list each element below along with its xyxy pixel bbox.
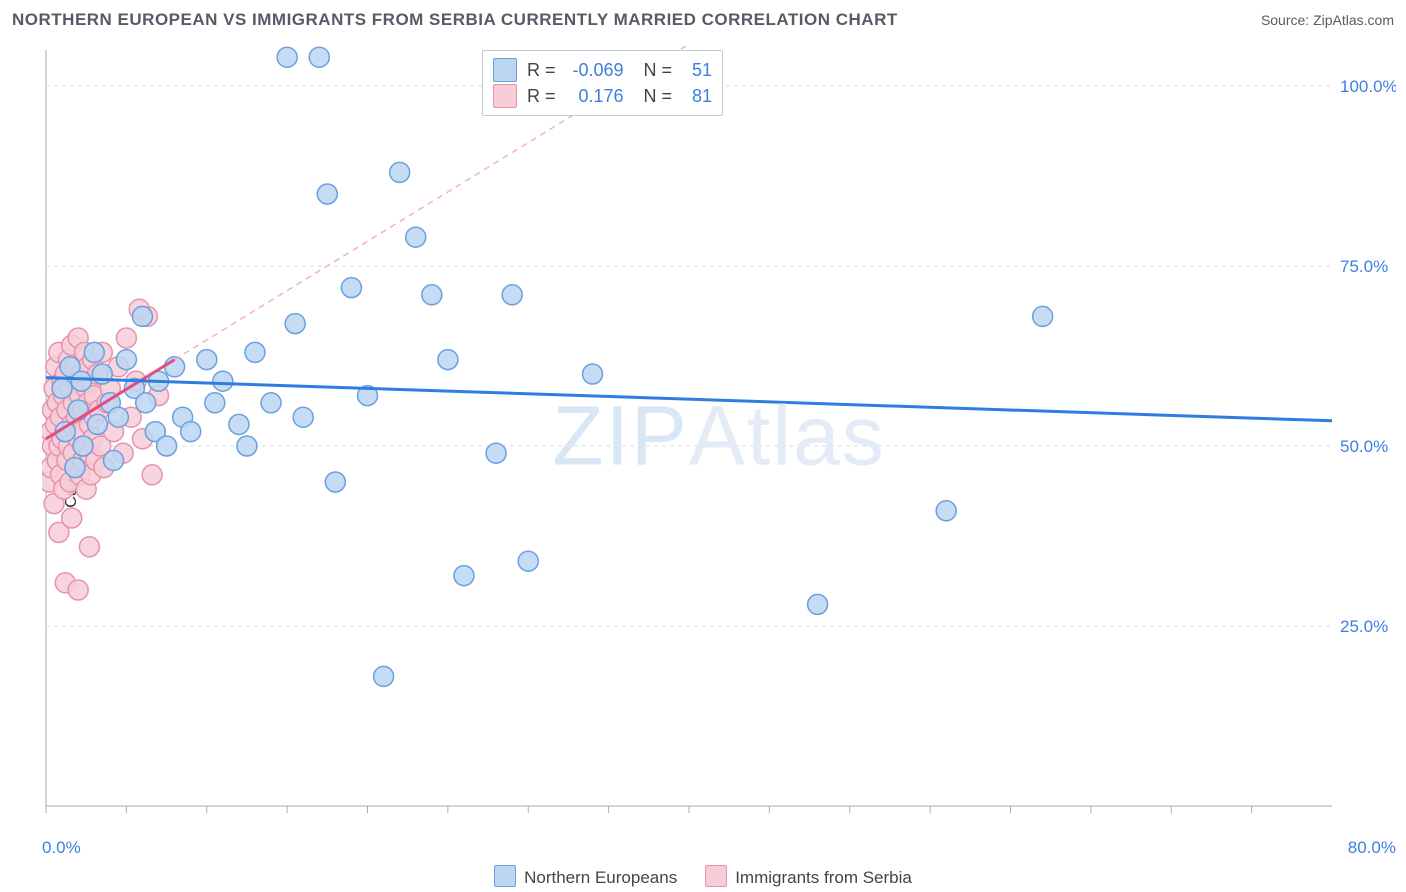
chart-area: ZIPAtlas 25.0%50.0%75.0%100.0% R =-0.069… xyxy=(42,46,1396,826)
legend-item: Northern Europeans xyxy=(494,865,677,888)
svg-text:100.0%: 100.0% xyxy=(1340,77,1396,96)
x-axis-min-label: 0.0% xyxy=(42,838,81,858)
stat-n-value: 81 xyxy=(682,83,712,109)
stat-n-value: 51 xyxy=(682,57,712,83)
chart-source: Source: ZipAtlas.com xyxy=(1261,12,1394,28)
legend-swatch-icon xyxy=(705,865,727,887)
x-axis-labels: 0.0% 80.0% xyxy=(42,838,1396,860)
scatter-plot-svg: 25.0% 50.0% 75.0% 100.0% xyxy=(42,46,1396,826)
chart-header: NORTHERN EUROPEAN VS IMMIGRANTS FROM SER… xyxy=(0,0,1406,40)
x-axis-max-label: 80.0% xyxy=(1348,838,1396,858)
legend-swatch-icon xyxy=(493,58,517,82)
stat-row: R = 0.176 N = 81 xyxy=(493,83,712,109)
svg-text:25.0%: 25.0% xyxy=(1340,617,1388,636)
stat-r-value: -0.069 xyxy=(566,57,624,83)
legend-swatch-icon xyxy=(493,84,517,108)
stat-n-label: N = xyxy=(644,57,673,83)
svg-text:75.0%: 75.0% xyxy=(1340,257,1388,276)
stat-row: R = -0.069 N = 51 xyxy=(493,57,712,83)
legend-label: Immigrants from Serbia xyxy=(735,868,912,887)
svg-text:50.0%: 50.0% xyxy=(1340,437,1388,456)
stat-r-label: R = xyxy=(527,83,556,109)
stat-n-label: N = xyxy=(644,83,673,109)
legend-item: Immigrants from Serbia xyxy=(705,865,912,888)
stat-r-label: R = xyxy=(527,57,556,83)
legend-label: Northern Europeans xyxy=(524,868,677,887)
legend-bottom: Northern Europeans Immigrants from Serbia xyxy=(0,865,1406,888)
correlation-stat-box: R = -0.069 N = 51 R = 0.176 N = 81 xyxy=(482,50,723,116)
stat-r-value: 0.176 xyxy=(566,83,624,109)
chart-title: NORTHERN EUROPEAN VS IMMIGRANTS FROM SER… xyxy=(12,10,898,30)
legend-swatch-icon xyxy=(494,865,516,887)
